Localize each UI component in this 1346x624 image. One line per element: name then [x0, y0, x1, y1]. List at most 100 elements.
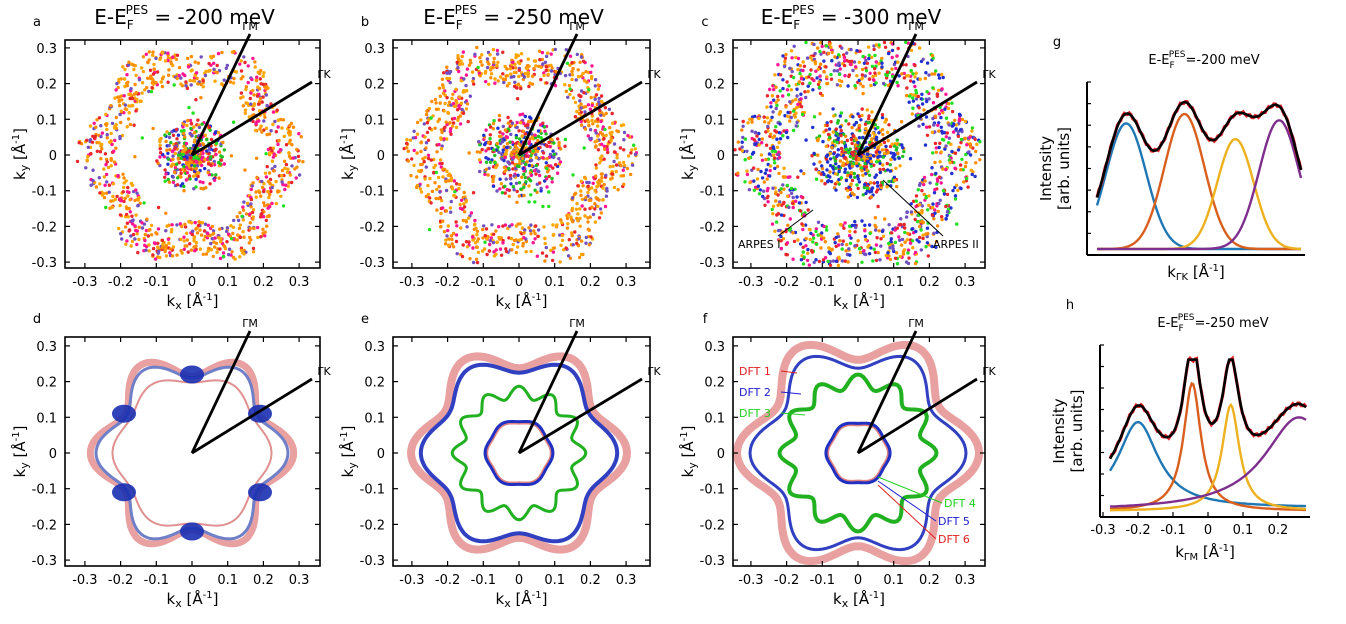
panel-label-d: d — [33, 312, 41, 327]
data-point — [208, 182, 212, 186]
data-point — [878, 170, 882, 175]
data-point — [462, 210, 467, 214]
data-point — [242, 55, 246, 59]
data-point — [200, 163, 204, 168]
data-point — [497, 134, 502, 138]
dft-pointer — [877, 484, 937, 540]
data-point — [964, 152, 968, 157]
data-point — [956, 134, 961, 139]
data-point — [926, 254, 930, 258]
data-point — [503, 169, 507, 174]
data-point — [577, 237, 581, 241]
data-point — [216, 131, 221, 135]
data-point — [458, 206, 463, 210]
data-point — [596, 124, 600, 128]
gamma-m-line — [190, 330, 252, 454]
data-point — [846, 260, 850, 264]
data-point — [456, 118, 460, 122]
data-point — [131, 232, 136, 237]
data-point — [458, 202, 462, 207]
data-point — [868, 156, 873, 161]
data-point — [585, 118, 590, 122]
data-point — [777, 131, 782, 135]
data-point — [574, 78, 578, 82]
data-point — [891, 244, 895, 248]
data-point — [489, 76, 493, 80]
data-point — [455, 252, 459, 256]
data-point — [846, 160, 850, 165]
data-point — [847, 122, 851, 126]
data-point — [854, 147, 859, 151]
data-point — [194, 167, 198, 171]
data-point — [86, 145, 91, 149]
data-point — [912, 80, 916, 84]
data-point — [280, 174, 284, 178]
data-point — [770, 115, 774, 120]
data-point — [815, 76, 819, 80]
data-point — [143, 232, 147, 237]
data-point — [198, 228, 202, 232]
data-point — [235, 238, 239, 242]
data-point — [837, 72, 842, 77]
data-point — [433, 97, 438, 102]
data-point — [774, 199, 778, 203]
data-point — [822, 50, 826, 54]
data-point — [150, 233, 154, 237]
data-point — [767, 121, 771, 125]
data-point — [273, 119, 277, 124]
data-point — [294, 176, 298, 180]
data-point — [570, 233, 574, 238]
data-point — [198, 247, 203, 251]
data-point — [118, 203, 122, 208]
data-point — [211, 254, 215, 259]
data-point — [535, 149, 540, 153]
data-point — [795, 195, 799, 199]
data-point — [114, 146, 118, 150]
y-tick-label: 0.2 — [704, 78, 725, 93]
data-point — [568, 92, 572, 97]
data-point — [526, 123, 530, 127]
data-point — [938, 198, 942, 202]
data-point — [176, 176, 180, 180]
data-point — [477, 158, 482, 162]
data-point — [846, 195, 851, 199]
data-point — [210, 173, 214, 177]
data-point — [841, 161, 845, 165]
data-point — [514, 250, 518, 255]
data-point — [207, 147, 212, 151]
data-point — [134, 213, 138, 217]
data-point — [243, 111, 247, 116]
data-point — [176, 153, 181, 157]
data-point — [161, 51, 165, 55]
data-point — [511, 242, 515, 247]
data-point — [935, 182, 939, 186]
data-point — [466, 216, 471, 220]
data-point — [515, 125, 519, 130]
data-point — [915, 238, 919, 242]
data-point — [469, 61, 473, 65]
x-tick-label: -0.2 — [108, 275, 133, 290]
data-point — [126, 63, 131, 67]
data-point — [870, 110, 874, 114]
y-tick-label: -0.1 — [32, 185, 57, 200]
data-point — [792, 239, 797, 244]
data-point — [752, 138, 756, 142]
data-point — [511, 167, 515, 171]
data-point — [454, 220, 458, 224]
data-point — [280, 126, 284, 130]
data-point — [826, 132, 831, 137]
data-point — [209, 55, 213, 59]
data-point — [445, 76, 449, 81]
data-point — [621, 174, 626, 178]
data-point — [214, 152, 218, 157]
data-point — [529, 116, 533, 121]
data-point — [927, 73, 931, 77]
data-point — [211, 231, 216, 236]
data-point — [244, 212, 249, 216]
data-point — [909, 202, 913, 206]
data-point — [850, 223, 855, 228]
data-point — [867, 120, 871, 125]
data-point — [602, 182, 606, 187]
data-point — [263, 234, 267, 238]
data-point — [949, 142, 953, 146]
